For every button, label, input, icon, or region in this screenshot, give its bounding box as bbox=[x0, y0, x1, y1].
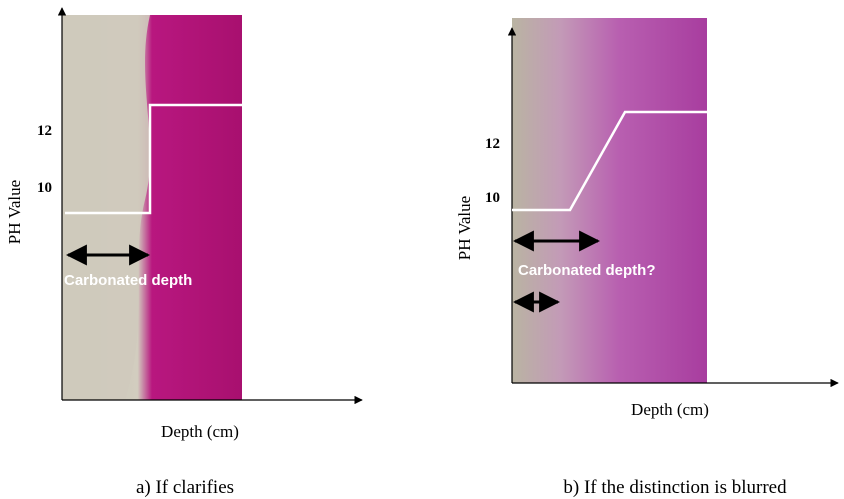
x-axis-label: Depth (cm) bbox=[161, 422, 239, 441]
y-axis-label: PH Value bbox=[455, 196, 474, 260]
photo bbox=[512, 18, 707, 383]
x-axis-label: Depth (cm) bbox=[631, 400, 709, 419]
y-tick-label: 10 bbox=[485, 190, 500, 206]
panel-b: 12 10 Carbonated depth? PH Value Depth (… bbox=[455, 18, 839, 498]
ph-profile bbox=[65, 103, 242, 215]
annotation: Carbonated depth? bbox=[518, 262, 656, 279]
caption: b) If the distinction is blurred bbox=[563, 477, 787, 498]
y-axis-label: PH Value bbox=[5, 180, 24, 244]
ph-profile bbox=[512, 110, 707, 212]
photo-uncarbonated bbox=[62, 15, 150, 400]
y-tick-label: 12 bbox=[485, 136, 500, 152]
y-tick-label: 10 bbox=[37, 180, 52, 196]
annotation: Carbonated depth bbox=[64, 272, 192, 289]
y-tick-label: 12 bbox=[37, 123, 52, 139]
panel-a: 12 10 Carbonated depth PH Value Depth (c… bbox=[5, 7, 363, 498]
caption: a) If clarifies bbox=[136, 477, 234, 498]
